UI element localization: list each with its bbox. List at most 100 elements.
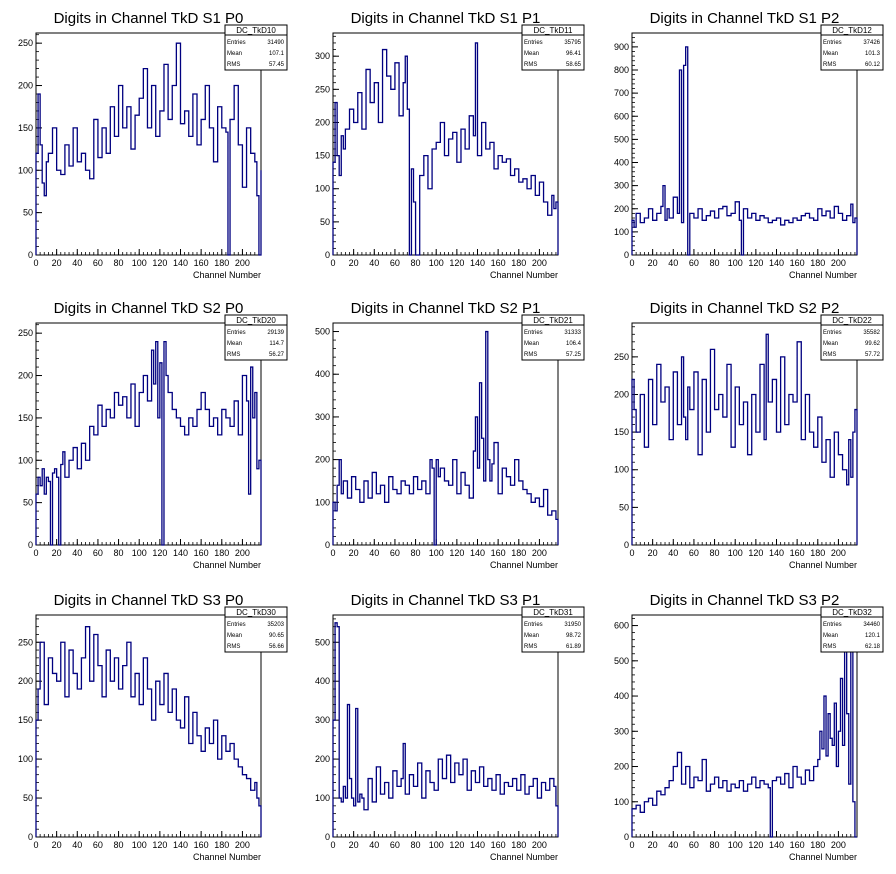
- x-tick-label: 200: [831, 258, 846, 268]
- x-tick-label: 60: [689, 258, 699, 268]
- stats-key: Entries: [524, 40, 543, 46]
- stats-key: Mean: [823, 633, 838, 639]
- x-tick-label: 160: [790, 258, 805, 268]
- x-tick-label: 200: [235, 840, 250, 850]
- y-tick-label: 150: [18, 123, 33, 133]
- x-tick-label: 20: [349, 548, 359, 558]
- stats-box-frame: [224, 24, 288, 71]
- x-tick-label: 120: [449, 258, 464, 268]
- stats-value: 57.72: [865, 352, 881, 358]
- stats-box: DC_TkD32 Entries 34460 Mean 120.1 RMS 62.18: [820, 606, 884, 653]
- stats-value: 34460: [863, 622, 880, 628]
- x-tick-label: 100: [728, 840, 743, 850]
- panel-title: Digits in Channel TkD S3 P2: [650, 592, 840, 609]
- x-tick-label: 200: [235, 548, 250, 558]
- stats-value: 57.25: [566, 352, 582, 358]
- histogram-series: [332, 42, 559, 256]
- stats-key: Entries: [227, 40, 246, 46]
- stats-value: 61.89: [566, 644, 582, 650]
- x-tick-label: 180: [511, 548, 526, 558]
- x-tick-label: 100: [132, 258, 147, 268]
- stats-key: Entries: [524, 330, 543, 336]
- x-tick-label: 0: [330, 258, 335, 268]
- x-tick-label: 40: [72, 258, 82, 268]
- y-tick-label: 0: [28, 540, 33, 550]
- y-tick-label: 200: [614, 389, 629, 399]
- histogram-series: [35, 340, 262, 546]
- x-axis-label: Channel Number: [193, 852, 261, 862]
- x-tick-label: 120: [748, 548, 763, 558]
- x-tick-label: 180: [810, 548, 825, 558]
- x-tick-label: 0: [33, 258, 38, 268]
- x-axis-label: Channel Number: [789, 852, 857, 862]
- x-tick-label: 40: [72, 840, 82, 850]
- x-tick-label: 140: [470, 258, 485, 268]
- x-tick-label: 40: [668, 258, 678, 268]
- stats-value: 62.18: [865, 644, 881, 650]
- y-tick-label: 50: [23, 793, 33, 803]
- stats-value: 90.65: [269, 633, 285, 639]
- x-tick-label: 20: [349, 258, 359, 268]
- y-tick-label: 250: [18, 637, 33, 647]
- y-tick-label: 500: [315, 637, 330, 647]
- stats-box-frame: [224, 314, 288, 361]
- stats-value: 56.66: [269, 644, 285, 650]
- histogram-series: [332, 330, 559, 546]
- x-tick-label: 180: [511, 258, 526, 268]
- stats-name: DC_TkD31: [533, 608, 573, 617]
- y-tick-label: 200: [315, 754, 330, 764]
- y-tick-label: 50: [23, 208, 33, 218]
- stats-name: DC_TkD10: [236, 26, 276, 35]
- y-tick-label: 250: [18, 38, 33, 48]
- y-tick-label: 50: [320, 217, 330, 227]
- histogram-series: [631, 333, 858, 545]
- y-tick-label: 500: [614, 656, 629, 666]
- stats-box-frame: [224, 606, 288, 653]
- x-tick-label: 200: [235, 258, 250, 268]
- stats-key: Entries: [227, 330, 246, 336]
- stats-value: 56.27: [269, 352, 285, 358]
- y-tick-label: 300: [315, 715, 330, 725]
- y-tick-label: 200: [18, 676, 33, 686]
- y-tick-label: 100: [614, 465, 629, 475]
- panel-title: Digits in Channel TkD S2 P2: [650, 300, 840, 317]
- x-tick-label: 140: [173, 840, 188, 850]
- stats-box: DC_TkD22 Entries 35582 Mean 99.62 RMS 57.72: [820, 314, 884, 361]
- y-tick-label: 600: [614, 621, 629, 631]
- y-tick-label: 100: [614, 797, 629, 807]
- stats-key: Entries: [823, 40, 842, 46]
- stats-key: Entries: [227, 622, 246, 628]
- stats-value: 35582: [863, 330, 880, 336]
- x-tick-label: 120: [748, 258, 763, 268]
- x-tick-label: 180: [214, 548, 229, 558]
- x-tick-label: 80: [411, 258, 421, 268]
- stats-name: DC_TkD12: [832, 26, 872, 35]
- y-tick-label: 100: [18, 455, 33, 465]
- stats-value: 114.7: [269, 341, 284, 347]
- y-tick-label: 100: [614, 227, 629, 237]
- x-tick-label: 40: [72, 548, 82, 558]
- panel-8: Digits in Channel TkD S3 P10100200300400…: [315, 592, 585, 862]
- y-tick-label: 100: [315, 184, 330, 194]
- x-tick-label: 200: [831, 840, 846, 850]
- x-tick-label: 140: [470, 548, 485, 558]
- x-tick-label: 80: [710, 548, 720, 558]
- y-tick-label: 300: [614, 181, 629, 191]
- y-tick-label: 400: [614, 158, 629, 168]
- stats-key: Mean: [524, 51, 539, 57]
- y-tick-label: 700: [614, 88, 629, 98]
- x-axis-label: Channel Number: [490, 560, 558, 570]
- x-tick-label: 60: [689, 548, 699, 558]
- plot-frame: [35, 32, 262, 256]
- y-tick-label: 100: [18, 165, 33, 175]
- x-tick-label: 200: [831, 548, 846, 558]
- y-tick-label: 0: [325, 540, 330, 550]
- x-tick-label: 140: [470, 840, 485, 850]
- x-tick-label: 40: [369, 258, 379, 268]
- histogram-series: [35, 42, 262, 256]
- x-tick-label: 80: [411, 548, 421, 558]
- stats-box-frame: [820, 606, 884, 653]
- x-tick-label: 100: [728, 548, 743, 558]
- panel-title: Digits in Channel TkD S2 P0: [54, 300, 244, 317]
- stats-box: DC_TkD12 Entries 37426 Mean 101.3 RMS 60.12: [820, 24, 884, 71]
